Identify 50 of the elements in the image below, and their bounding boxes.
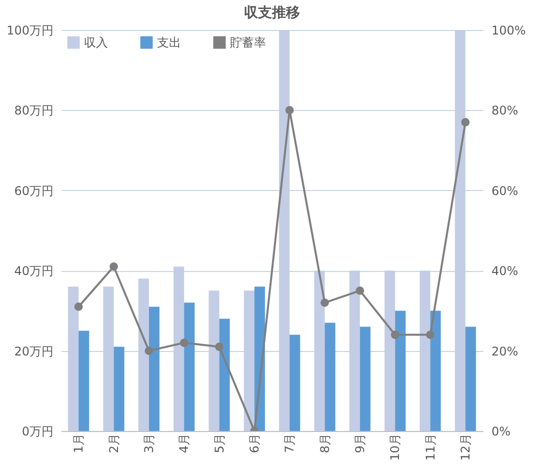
legend-label: 支出 (157, 36, 181, 50)
point (390, 330, 400, 339)
x-tick-label: 10月 (388, 434, 402, 461)
x-tick-label: 1月 (72, 434, 86, 454)
legend-label: 貯蓄率 (230, 36, 266, 50)
x-tick-label: 7月 (282, 434, 297, 454)
point (285, 106, 294, 114)
y2-tick-label: 40% (492, 264, 518, 278)
y-tick-label: 0万円 (22, 424, 54, 438)
y2-tick-label: 100% (492, 24, 526, 38)
bar (148, 306, 160, 431)
point (180, 338, 188, 347)
bar (324, 322, 336, 431)
point (215, 342, 224, 351)
x-tick-label: 3月 (142, 434, 156, 454)
y-tick-label: 100万円 (6, 24, 54, 38)
y2-tick-label: 20% (492, 344, 518, 358)
x-tick-label: 4月 (177, 434, 192, 454)
y-tick-label: 40万円 (14, 264, 54, 278)
point (426, 330, 434, 339)
bar (465, 326, 476, 431)
y2-tick-label: 0% (492, 424, 511, 438)
legend-label: 収入 (84, 36, 108, 50)
bar (395, 310, 406, 431)
y-tick-label: 60万円 (14, 184, 54, 198)
point (356, 286, 364, 295)
y-tick-label: 80万円 (14, 104, 54, 118)
x-tick-label: 6月 (247, 434, 262, 454)
point (74, 302, 83, 311)
y2-tick-label: 60% (492, 184, 518, 198)
x-tick-label: 12月 (458, 434, 472, 461)
y2-tick-label: 80% (492, 104, 518, 118)
bar (78, 330, 90, 431)
point (144, 346, 154, 355)
y-tick-label: 20万円 (14, 344, 54, 358)
bar (360, 326, 370, 431)
point (461, 118, 470, 126)
bar (219, 318, 230, 431)
x-tick-label: 2月 (106, 434, 121, 454)
x-tick-label: 5月 (212, 434, 226, 454)
chart-title: 収支推移 (244, 5, 300, 21)
bar (290, 334, 300, 431)
bar (114, 346, 124, 431)
bar (184, 302, 195, 431)
bar (430, 310, 441, 431)
x-tick-label: 9月 (352, 434, 367, 454)
point (320, 298, 329, 307)
point (110, 262, 118, 271)
x-tick-label: 8月 (318, 434, 332, 454)
x-tick-label: 11月 (423, 434, 438, 461)
